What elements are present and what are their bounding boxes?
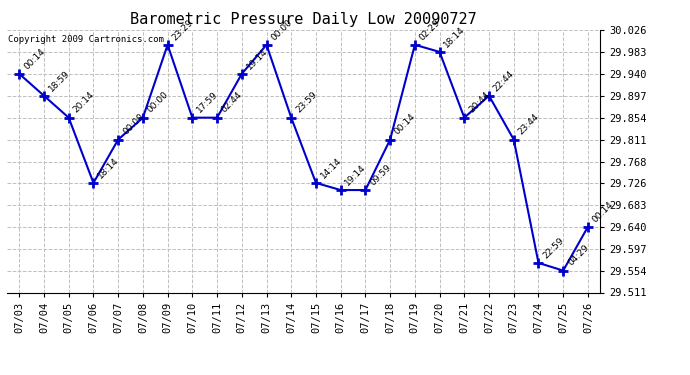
Title: Barometric Pressure Daily Low 20090727: Barometric Pressure Daily Low 20090727 <box>130 12 477 27</box>
Text: 23:29: 23:29 <box>170 18 195 42</box>
Text: 02:29: 02:29 <box>417 18 442 42</box>
Text: 20:44: 20:44 <box>467 90 491 115</box>
Text: 18:59: 18:59 <box>47 68 72 93</box>
Text: 23:59: 23:59 <box>294 90 319 115</box>
Text: 18:14: 18:14 <box>442 25 467 49</box>
Text: 22:44: 22:44 <box>492 69 516 93</box>
Text: Copyright 2009 Cartronics.com: Copyright 2009 Cartronics.com <box>8 35 164 44</box>
Text: 23:44: 23:44 <box>517 112 541 137</box>
Text: 14:14: 14:14 <box>319 156 343 180</box>
Text: 22:59: 22:59 <box>541 236 566 260</box>
Text: 00:14: 00:14 <box>393 112 417 137</box>
Text: 20:14: 20:14 <box>72 90 96 115</box>
Text: 19:14: 19:14 <box>244 46 269 71</box>
Text: 04:29: 04:29 <box>566 243 591 268</box>
Text: 00:14: 00:14 <box>22 46 47 71</box>
Text: 00:00: 00:00 <box>146 90 170 115</box>
Text: 17:59: 17:59 <box>195 90 220 115</box>
Text: 02:44: 02:44 <box>220 90 244 115</box>
Text: 00:00: 00:00 <box>121 112 146 137</box>
Text: 00:14: 00:14 <box>591 200 615 224</box>
Text: 00:00: 00:00 <box>269 17 294 42</box>
Text: 09:59: 09:59 <box>368 163 393 187</box>
Text: 18:14: 18:14 <box>96 156 121 180</box>
Text: 19:14: 19:14 <box>344 163 368 187</box>
